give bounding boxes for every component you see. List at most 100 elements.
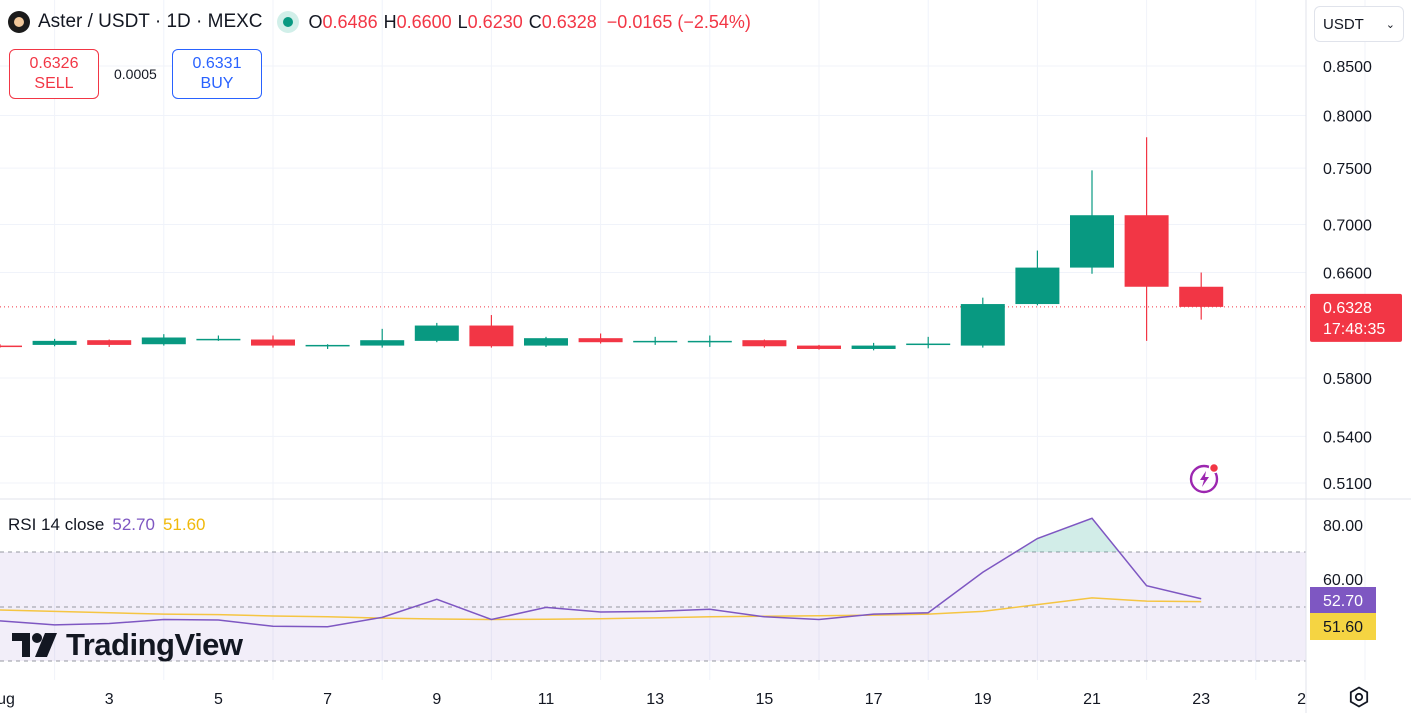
candle-body [305, 344, 350, 347]
ohlc-low: L0.6230 [458, 12, 523, 33]
price-tick-label: 0.8500 [1323, 59, 1372, 76]
symbol-legend: Aster / USDT · 1D · MEXC O0.6486 H0.6600… [8, 11, 751, 33]
flash-icon[interactable] [1188, 461, 1222, 495]
ohlc-low-key: L [457, 11, 468, 32]
price-tick-label: 0.7500 [1323, 161, 1372, 178]
candle-body [0, 345, 22, 348]
rsi-tick-label: 80.00 [1323, 518, 1363, 535]
currency-label: USDT [1323, 15, 1364, 33]
ohlc-open-key: O [308, 11, 323, 32]
price-tick-label: 0.5400 [1323, 429, 1372, 446]
time-tick-label: 3 [105, 691, 114, 708]
candle-body [32, 340, 77, 345]
price-tick-label: 0.5800 [1323, 371, 1372, 388]
candle-body [141, 337, 186, 345]
candle-body [1179, 286, 1224, 307]
candle-body [1015, 267, 1060, 305]
rsi-title[interactable]: RSI 14 close [8, 515, 105, 534]
candle-body [578, 338, 623, 343]
price-axis[interactable]: 0.8500 0.8000 0.7500 0.7000 0.6600 0.5800 0.54… [1323, 59, 1372, 493]
rsi-value: 52.70 [112, 515, 155, 534]
candle-body [906, 343, 951, 346]
time-tick-label: 11 [538, 691, 555, 708]
chevron-down-icon: ⌄ [1385, 18, 1395, 31]
price-tick-label: 0.7000 [1323, 217, 1372, 234]
candle-body [1070, 215, 1114, 268]
time-axis[interactable]: ug 3 5 7 9 11 13 15 17 19 21 23 2 [0, 691, 1306, 708]
ohlc-high-value: 0.6600 [396, 11, 452, 32]
candle-body [251, 339, 295, 346]
candle-body [797, 345, 841, 349]
last-price-value: 0.6328 [1323, 300, 1372, 317]
time-tick-label: 19 [974, 691, 992, 708]
ohlc-close-value: 0.6328 [541, 11, 597, 32]
time-tick-label: 5 [214, 691, 223, 708]
sell-label: SELL [34, 75, 74, 92]
rsi-line [0, 517, 1202, 628]
sell-price: 0.6326 [29, 55, 79, 72]
ohlc-open: O0.6486 [309, 12, 378, 33]
candle-body [742, 340, 787, 347]
rsi-value-label [1310, 587, 1376, 613]
time-tick-label: ug [0, 691, 15, 708]
ohlc-low-value: 0.6230 [467, 11, 523, 32]
rsi-ma-value-axis: 51.60 [1323, 619, 1363, 636]
tradingview-logo-icon [12, 633, 57, 657]
candle-body [196, 338, 241, 341]
time-tick-label: 7 [323, 691, 332, 708]
ohlc-high: H0.6600 [384, 12, 452, 33]
candle-body [414, 325, 459, 341]
countdown-value: 17:48:35 [1323, 321, 1385, 338]
candles [0, 137, 1224, 351]
symbol-logo-icon [8, 11, 30, 33]
rsi-band [0, 551, 1306, 662]
candle-body [524, 338, 568, 346]
candle-body [360, 340, 405, 346]
time-tick-label: 23 [1192, 691, 1210, 708]
buy-button[interactable]: 0.6331 BUY [172, 49, 262, 99]
ohlc-close: C0.6328 [529, 12, 597, 33]
rsi-lines [0, 517, 1202, 628]
rsi-ma-value-label [1310, 613, 1376, 640]
price-tick-label: 0.5100 [1323, 476, 1372, 493]
candle-body [687, 340, 732, 343]
symbol-title[interactable]: Aster / USDT · 1D · MEXC [38, 11, 263, 32]
rsi-legend: RSI 14 close 52.70 51.60 [8, 515, 205, 535]
tradingview-wordmark: TradingView [66, 627, 243, 662]
price-change: −0.0165 (−2.54%) [606, 11, 751, 32]
last-price-label [1310, 293, 1402, 342]
ohlc-close-key: C [528, 11, 542, 32]
rsi-value-axis: 52.70 [1323, 593, 1363, 610]
candle-body [960, 304, 1005, 346]
time-tick-label: 13 [646, 691, 664, 708]
ohlc-open-value: 0.6486 [322, 11, 378, 32]
price-tick-label: 0.8000 [1323, 108, 1372, 125]
buy-label: BUY [200, 75, 234, 92]
candle-body [469, 325, 514, 347]
time-tick-label: 15 [756, 691, 774, 708]
rsi-ma-line [0, 597, 1202, 621]
time-tick-label: 17 [865, 691, 883, 708]
rsi-tick-label: 60.00 [1323, 572, 1363, 589]
time-tick-label: 9 [432, 691, 441, 708]
currency-select[interactable]: USDT ⌄ [1314, 6, 1404, 42]
spread-value: 0.0005 [114, 66, 157, 82]
buy-price: 0.6331 [192, 55, 242, 72]
market-status-icon[interactable] [276, 11, 299, 33]
rsi-axis[interactable]: 80.00 60.00 52.70 51.60 [1310, 518, 1376, 640]
axis-labels: 0.6328 17:48:35 [1310, 293, 1402, 342]
candle-body [87, 340, 132, 345]
ohlc-high-key: H [383, 11, 397, 32]
time-tick-label: 2 [1297, 691, 1306, 708]
tradingview-logo[interactable]: TradingView [12, 627, 243, 663]
candle-body [633, 340, 678, 343]
rsi-overbought-fill [1015, 518, 1120, 552]
price-tick-label: 0.6600 [1323, 266, 1372, 283]
gear-icon[interactable] [1348, 686, 1370, 708]
candle-body [1124, 215, 1169, 287]
candle-body [851, 345, 896, 349]
time-tick-label: 21 [1083, 691, 1101, 708]
sell-button[interactable]: 0.6326 SELL [9, 49, 99, 99]
rsi-ma-value: 51.60 [162, 515, 206, 534]
